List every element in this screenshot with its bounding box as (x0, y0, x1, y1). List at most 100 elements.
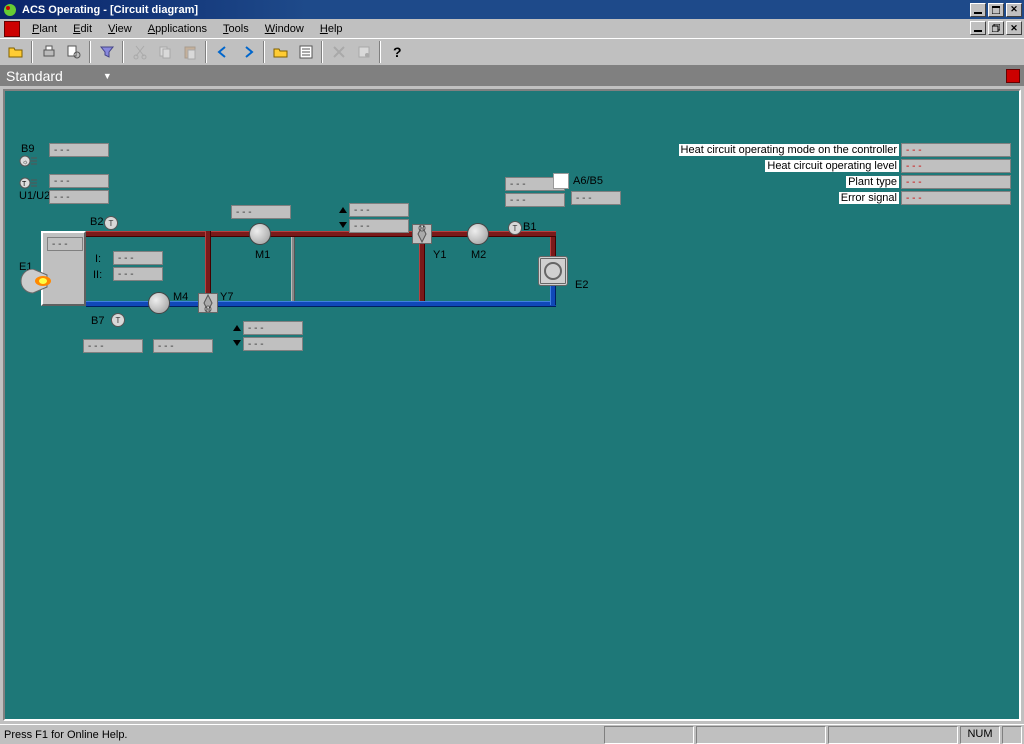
tank-e2 (538, 256, 568, 286)
y7-value-1[interactable]: - - - (243, 321, 303, 335)
close-button[interactable] (1006, 3, 1022, 17)
menu-window[interactable]: Window (257, 22, 312, 36)
valve-y1: M (412, 224, 432, 244)
top-value-2[interactable]: - - - (505, 193, 565, 207)
e2-label: E2 (575, 279, 588, 291)
mdi-icon[interactable] (4, 21, 20, 37)
boiler-value[interactable]: - - - (47, 237, 83, 251)
mdi-restore-button[interactable] (988, 21, 1004, 35)
info-value-1[interactable]: - - - (901, 159, 1011, 173)
status-help-text: Press F1 for Online Help. (0, 729, 604, 741)
b1-sensor: T (508, 221, 522, 235)
minimize-button[interactable] (970, 3, 986, 17)
mdi-close-button[interactable] (1006, 21, 1022, 35)
b9-value[interactable]: - - - (49, 143, 109, 157)
paste-button[interactable] (178, 41, 201, 63)
b1-label: B1 (523, 221, 536, 233)
status-num: NUM (960, 726, 1000, 744)
view-name: Standard (6, 68, 63, 84)
status-pane-3 (828, 726, 958, 744)
status-bar: Press F1 for Online Help. NUM (0, 724, 1024, 744)
pump-m1 (249, 223, 271, 245)
diagram-frame: B9 ☼ - - - T U1/U2 - - - - - - E1 - - - … (0, 86, 1024, 724)
valve-y7: M (198, 293, 218, 313)
list-button[interactable] (294, 41, 317, 63)
properties-button[interactable] (352, 41, 375, 63)
svg-text:☼: ☼ (22, 159, 28, 166)
close-view-icon[interactable] (1006, 69, 1020, 83)
bypass-pipe (291, 237, 295, 301)
svg-text:M: M (206, 307, 210, 312)
menu-tools[interactable]: Tools (215, 22, 257, 36)
m2-label: M2 (471, 249, 486, 261)
b2-label: B2 (90, 216, 103, 228)
i-value[interactable]: - - - (113, 251, 163, 265)
m4-value[interactable]: - - - (153, 339, 213, 353)
maximize-button[interactable] (988, 3, 1004, 17)
copy-button[interactable] (153, 41, 176, 63)
i-label: I: (95, 253, 101, 265)
menu-applications[interactable]: Applications (140, 22, 215, 36)
status-pane-grip (1002, 726, 1022, 744)
open-button[interactable] (4, 41, 27, 63)
info-panel: Heat circuit operating mode on the contr… (591, 143, 1011, 207)
y1-up-icon[interactable] (339, 207, 347, 213)
m1-label: M1 (255, 249, 270, 261)
b7-value[interactable]: - - - (83, 339, 143, 353)
menu-edit[interactable]: Edit (65, 22, 100, 36)
info-label-3: Error signal (839, 192, 899, 204)
pump-m2 (467, 223, 489, 245)
ii-label: II: (93, 269, 102, 281)
ii-value[interactable]: - - - (113, 267, 163, 281)
back-button[interactable] (211, 41, 234, 63)
svg-text:?: ? (393, 44, 402, 60)
y1-value-1[interactable]: - - - (349, 203, 409, 217)
circuit-diagram-canvas[interactable]: B9 ☼ - - - T U1/U2 - - - - - - E1 - - - … (3, 89, 1021, 721)
b2-sensor: T (104, 216, 118, 230)
info-label-2: Plant type (846, 176, 899, 188)
m1-value[interactable]: - - - (231, 205, 291, 219)
y7-value-2[interactable]: - - - (243, 337, 303, 351)
burner-icon (17, 269, 47, 291)
y1-label: Y1 (433, 249, 446, 261)
menu-view[interactable]: View (100, 22, 140, 36)
info-label-0: Heat circuit operating mode on the contr… (679, 144, 899, 156)
info-value-3[interactable]: - - - (901, 191, 1011, 205)
delete-button[interactable] (327, 41, 350, 63)
pump-m4 (148, 292, 170, 314)
status-pane-1 (604, 726, 694, 744)
window-title: ACS Operating - [Circuit diagram] (22, 4, 970, 16)
menu-plant[interactable]: Plant (24, 22, 65, 36)
app-icon (2, 2, 18, 18)
info-label-1: Heat circuit operating level (765, 160, 899, 172)
info-row-1: Heat circuit operating level - - - (591, 159, 1011, 173)
filter-button[interactable] (95, 41, 118, 63)
folder-button[interactable] (269, 41, 292, 63)
mdi-minimize-button[interactable] (970, 21, 986, 35)
u1u2-value[interactable]: - - - (49, 174, 109, 188)
y1-value-2[interactable]: - - - (349, 219, 409, 233)
u1u2-label: U1/U2 (19, 190, 50, 202)
a6b5-box (553, 173, 569, 189)
y7-down-icon[interactable] (233, 340, 241, 346)
y1-down-icon[interactable] (339, 222, 347, 228)
view-selector-bar: Standard ▼ (0, 66, 1024, 86)
help-button[interactable]: ? (385, 41, 408, 63)
info-value-2[interactable]: - - - (901, 175, 1011, 189)
y7-label: Y7 (220, 291, 233, 303)
status-pane-2 (696, 726, 826, 744)
info-row-2: Plant type - - - (591, 175, 1011, 189)
u1u2-value-2[interactable]: - - - (49, 190, 109, 204)
forward-button[interactable] (236, 41, 259, 63)
toolbar: ? (0, 38, 1024, 66)
b7-label: B7 (91, 315, 104, 327)
print-button[interactable] (37, 41, 60, 63)
cut-button[interactable] (128, 41, 151, 63)
dropdown-icon[interactable]: ▼ (103, 71, 112, 81)
info-value-0[interactable]: - - - (901, 143, 1011, 157)
preview-button[interactable] (62, 41, 85, 63)
m4-label: M4 (173, 291, 188, 303)
hot-to-tank (550, 237, 556, 257)
y7-up-icon[interactable] (233, 325, 241, 331)
menu-help[interactable]: Help (312, 22, 351, 36)
